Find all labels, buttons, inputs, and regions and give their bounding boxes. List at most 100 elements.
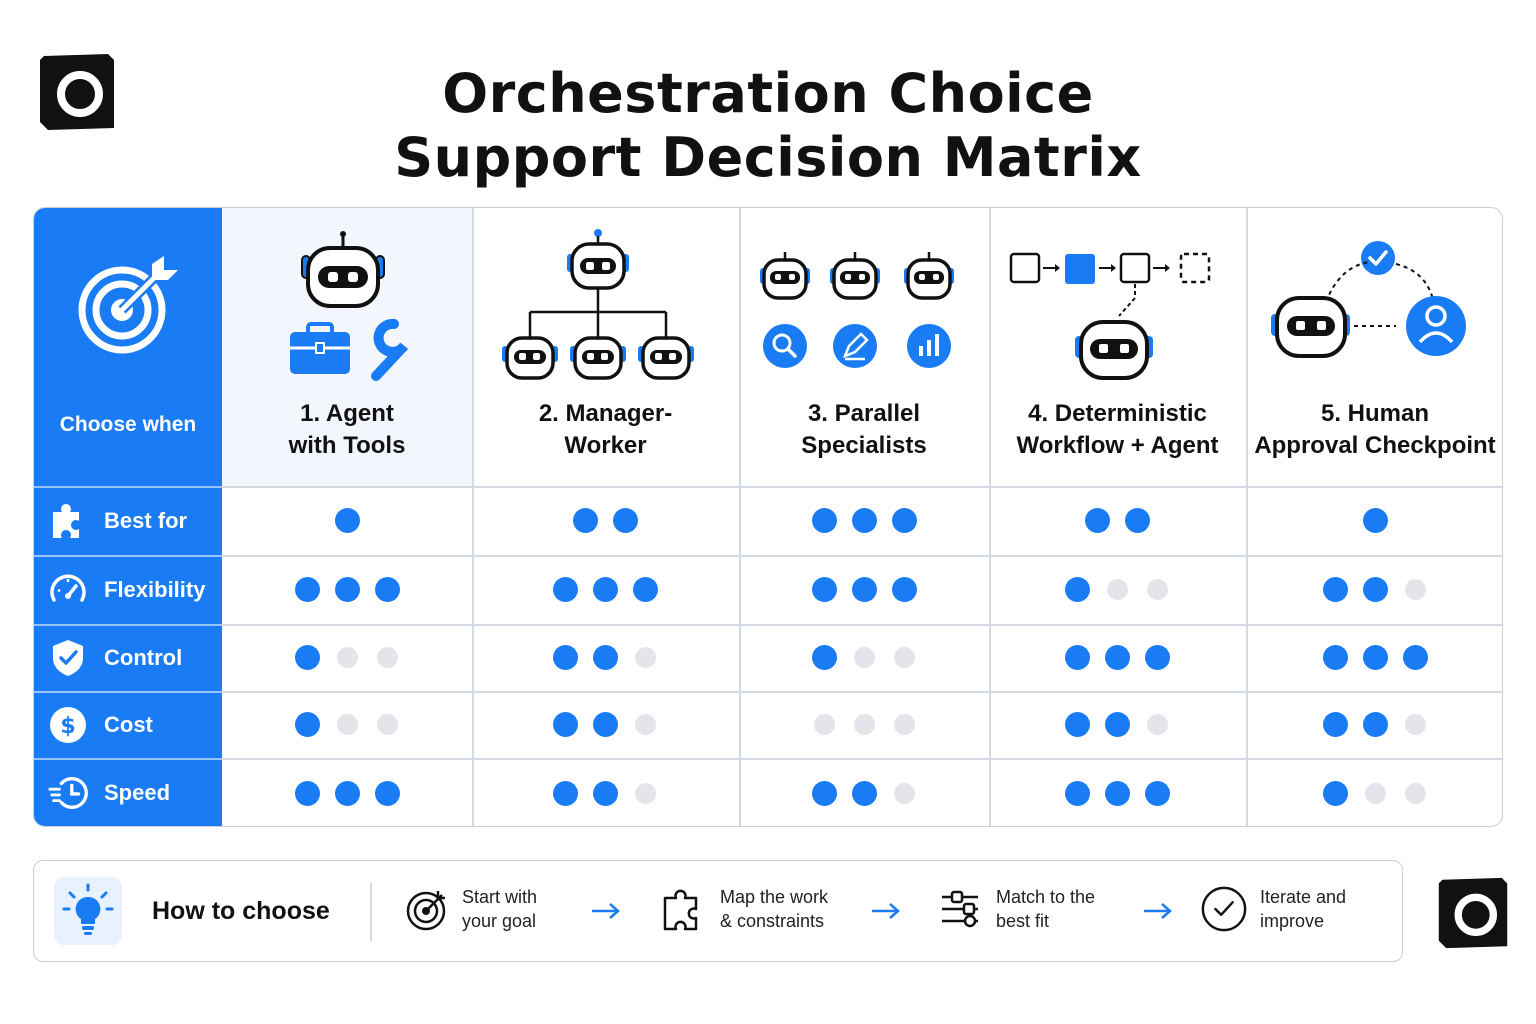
rating-dot-empty [1147,714,1168,735]
gauge-icon [50,574,86,602]
row-title: Flexibility [104,576,206,602]
rating-cell [222,486,472,555]
divider [34,555,222,557]
column-title: 4. Deterministic [1028,400,1207,427]
robot-with-toolbox-icon [290,231,409,381]
rating-dot-filled [1105,712,1130,737]
rating-dot-empty [893,782,915,804]
rating-dot-filled [1065,712,1090,737]
row-title: Cost [104,711,153,737]
puzzle-icon [53,503,79,538]
rating-dot-filled [811,508,837,533]
rating-dot-filled [1322,780,1348,806]
rating-dot-filled [891,577,917,602]
rating-dot-empty [1404,782,1426,804]
rating-cell [1246,624,1502,691]
grid-line [222,486,1502,488]
rating-dot-filled [1145,780,1170,806]
shield-check-icon [53,639,83,676]
rating-dot-filled [1085,508,1110,533]
divider [34,691,222,693]
rating-dot-filled [374,577,400,602]
rating-dot-filled [1362,508,1388,533]
column-header-agent-with-tools: 1. Agent with Tools [222,208,472,486]
step-map-the-work: Map the work & constraints [660,883,828,935]
rating-dot-filled [851,577,877,602]
rating-cell [739,691,989,758]
rating-dot-filled [1322,712,1348,737]
rating-dot-filled [811,780,837,806]
robot-icon [567,229,629,290]
column-title: 1. Agent [300,400,394,427]
rating-dot-filled [811,577,837,602]
rating-cell [222,624,472,691]
grid-line [472,208,474,826]
rating-dot-filled [553,645,578,670]
column-title: Specialists [801,432,927,459]
rating-dot-empty [853,647,875,668]
rating-cell [1246,758,1502,826]
rating-dot-filled [294,645,320,670]
column-header-parallel-specialists: 3. Parallel Specialists [739,208,989,486]
rating-dot-filled [891,508,917,533]
rating-cell [1246,486,1502,555]
target-icon [406,891,446,931]
rating-dot-filled [593,712,618,737]
rating-dot-filled [593,780,618,806]
divider [370,883,372,941]
page-title: Orchestration Choice Support Decision Ma… [0,62,1536,190]
rating-dot-filled [1322,577,1348,602]
rating-dot-filled [1362,712,1388,737]
divider [34,624,222,626]
rating-cell [739,486,989,555]
robot-hierarchy-icon [502,229,694,380]
arrow-right-icon [592,903,620,919]
rating-dot-filled [1362,645,1388,670]
rating-dot-filled [1125,508,1150,533]
rating-dot-empty [813,714,835,735]
rating-cell [989,555,1246,624]
grid-line [222,691,1502,693]
rating-cell [739,758,989,826]
step-match-best-fit: Match to the best fit [936,883,1095,935]
rating-dot-empty [1404,579,1426,600]
step-text: Match to the [996,887,1096,907]
rating-cell [472,555,739,624]
rating-dot-filled [1065,780,1090,806]
step-text: Map the work [720,887,829,907]
column-title: 5. Human [1320,400,1430,427]
rating-dot-empty [1364,782,1386,804]
rating-dot-empty [336,647,358,668]
svg-text:$: $ [60,714,75,739]
column-title: Approval Checkpoint [1254,432,1496,459]
step-iterate-and-improve: Iterate and improve [1200,883,1346,935]
rating-cell [472,624,739,691]
grid-line [989,208,991,826]
rating-dot-filled [553,712,578,737]
how-to-choose-title: How to choose [152,897,330,925]
rating-dot-filled [573,508,598,533]
logo-bottom-right [1436,876,1510,950]
rating-dot-empty [853,714,875,735]
corner-label: Choose when [59,413,197,436]
rating-cell [472,758,739,826]
human-approval-icon [1271,241,1466,358]
row-title: Speed [104,780,171,805]
title-line-2: Support Decision Matrix [394,126,1142,189]
grid-line [1246,208,1248,826]
rating-dot-filled [633,577,658,602]
rating-dot-filled [851,508,877,533]
rating-dot-filled [1065,577,1090,602]
rating-cell [222,691,472,758]
camera-logo-icon [40,54,114,130]
rating-dot-filled [593,577,618,602]
rating-dot-filled [1145,645,1170,670]
rating-cell [1246,691,1502,758]
row-label-control: Control [34,624,222,691]
title-line-1: Orchestration Choice [442,62,1094,125]
rating-dot-filled [1322,645,1348,670]
rating-dot-empty [635,647,656,668]
rating-dot-empty [635,714,656,735]
parallel-robots-icon [760,252,954,368]
rating-dot-empty [893,647,915,668]
